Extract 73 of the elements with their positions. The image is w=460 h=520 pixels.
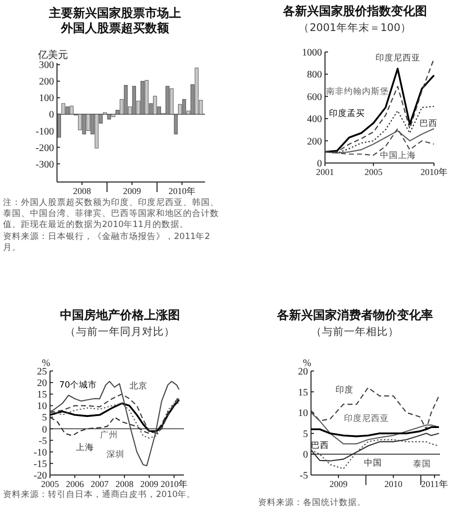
series-label: 中国: [364, 458, 382, 469]
y-tick-label: 300: [39, 60, 54, 72]
chart-title: 中国房地产价格上涨图: [59, 308, 181, 323]
x-tick-label: 2010: [384, 479, 403, 489]
y-tick-label: -10: [34, 447, 47, 458]
x-tick-label: 2009: [140, 479, 159, 489]
x-tick-label: 2010年: [420, 167, 448, 177]
y-tick-label: 600: [307, 92, 322, 103]
series-label: 中国上海: [380, 150, 416, 162]
text: 70个城市: [59, 380, 98, 391]
y-tick-label: 10: [298, 408, 308, 420]
x-tick-label: 2007: [90, 479, 110, 489]
text: 资料来源：各国统计数据。: [258, 498, 367, 509]
text: 广州: [100, 429, 118, 440]
series-label: 印度尼西亚: [376, 52, 421, 64]
y-tick-label: 5: [42, 412, 47, 424]
chart-title: 主要新兴国家股票市场上外国人股票超买数额: [48, 6, 182, 36]
x-tick-label: 2011年: [421, 479, 448, 489]
y-tick-label: 200: [307, 136, 322, 148]
text: 南非约翰内斯堡: [326, 86, 390, 97]
y-tick-label: -15: [34, 458, 47, 470]
y-tick-label: -300: [36, 159, 54, 170]
y-tick-label: 0: [42, 424, 47, 436]
y-axis-title: %: [42, 358, 50, 369]
series-label: 印度尼西亚: [344, 412, 389, 424]
x-tick-label: 2010年: [168, 186, 196, 196]
series-label: 深圳: [106, 449, 125, 460]
y-tick-label: -5: [38, 436, 47, 447]
y-tick-label: 0: [49, 110, 54, 121]
series-label: 巴西: [420, 119, 438, 130]
y-tick-label: 800: [307, 70, 322, 81]
x-tick-label: 2001: [316, 167, 334, 177]
y-tick-label: 0: [317, 158, 322, 170]
y-tick-label: 25: [37, 366, 47, 378]
y-tick-label: -5: [300, 470, 308, 482]
chart-subtitle: （与前一年相比）: [310, 325, 400, 339]
y-tick-label: -200: [36, 142, 54, 154]
y-axis-title: 亿美元: [37, 49, 68, 61]
y-tick-label: -100: [36, 126, 54, 138]
series-label: 印度孟买: [328, 108, 365, 120]
y-tick-label: 10: [37, 401, 47, 412]
y-tick-label: 0: [303, 450, 308, 461]
series-label: 印度: [336, 384, 354, 396]
y-tick-label: 400: [307, 114, 322, 126]
series-label: 泰国: [412, 458, 431, 470]
y-axis-title: %: [302, 358, 312, 369]
text: 资料来源：转引自日本，通商白皮书，2010年。: [3, 490, 197, 501]
chart-subtitle: （与前一年同月对比）: [64, 325, 176, 339]
y-tick-label: 15: [37, 390, 47, 401]
series-label: 巴西: [311, 440, 330, 451]
y-tick-label: 15: [298, 387, 308, 398]
x-tick-label: 2009: [123, 186, 142, 196]
chart-title: 各新兴国家股价指数变化图: [282, 4, 428, 19]
series-label: 北京: [129, 380, 148, 392]
y-tick-label: 100: [39, 93, 54, 104]
y-tick-label: -20: [34, 470, 47, 482]
y-tick-label: 5: [303, 428, 308, 440]
x-tick-label: 2010年: [160, 479, 188, 489]
y-tick-label: 1000: [302, 48, 322, 58]
x-tick-label: 2005: [41, 479, 60, 489]
y-tick-label: 20: [37, 378, 47, 390]
x-tick-label: 2005: [364, 167, 383, 177]
x-tick-label: 2006: [66, 479, 84, 489]
series-label: 上海: [76, 442, 94, 453]
x-tick-label: 2008: [115, 479, 134, 489]
y-tick-label: 200: [39, 76, 54, 88]
chart-title: 各新兴国家消费者物价变化率: [276, 308, 434, 323]
chart-subtitle: （2001年年末＝100）: [298, 21, 412, 35]
text: 资料来源：日本银行，《金融市场报告》，2011年2月。: [3, 232, 212, 254]
x-tick-label: 2008: [73, 186, 92, 196]
y-tick-label: 20: [298, 366, 308, 378]
x-tick-label: 2009: [329, 479, 348, 489]
text: 注：外国人股票超买数额为印度、印度尼西亚、韩国、泰国、中国台湾、菲律宾、巴西等国家和地区的合计数值。距现在最近的数据为2010年11月的数据。: [3, 198, 220, 231]
